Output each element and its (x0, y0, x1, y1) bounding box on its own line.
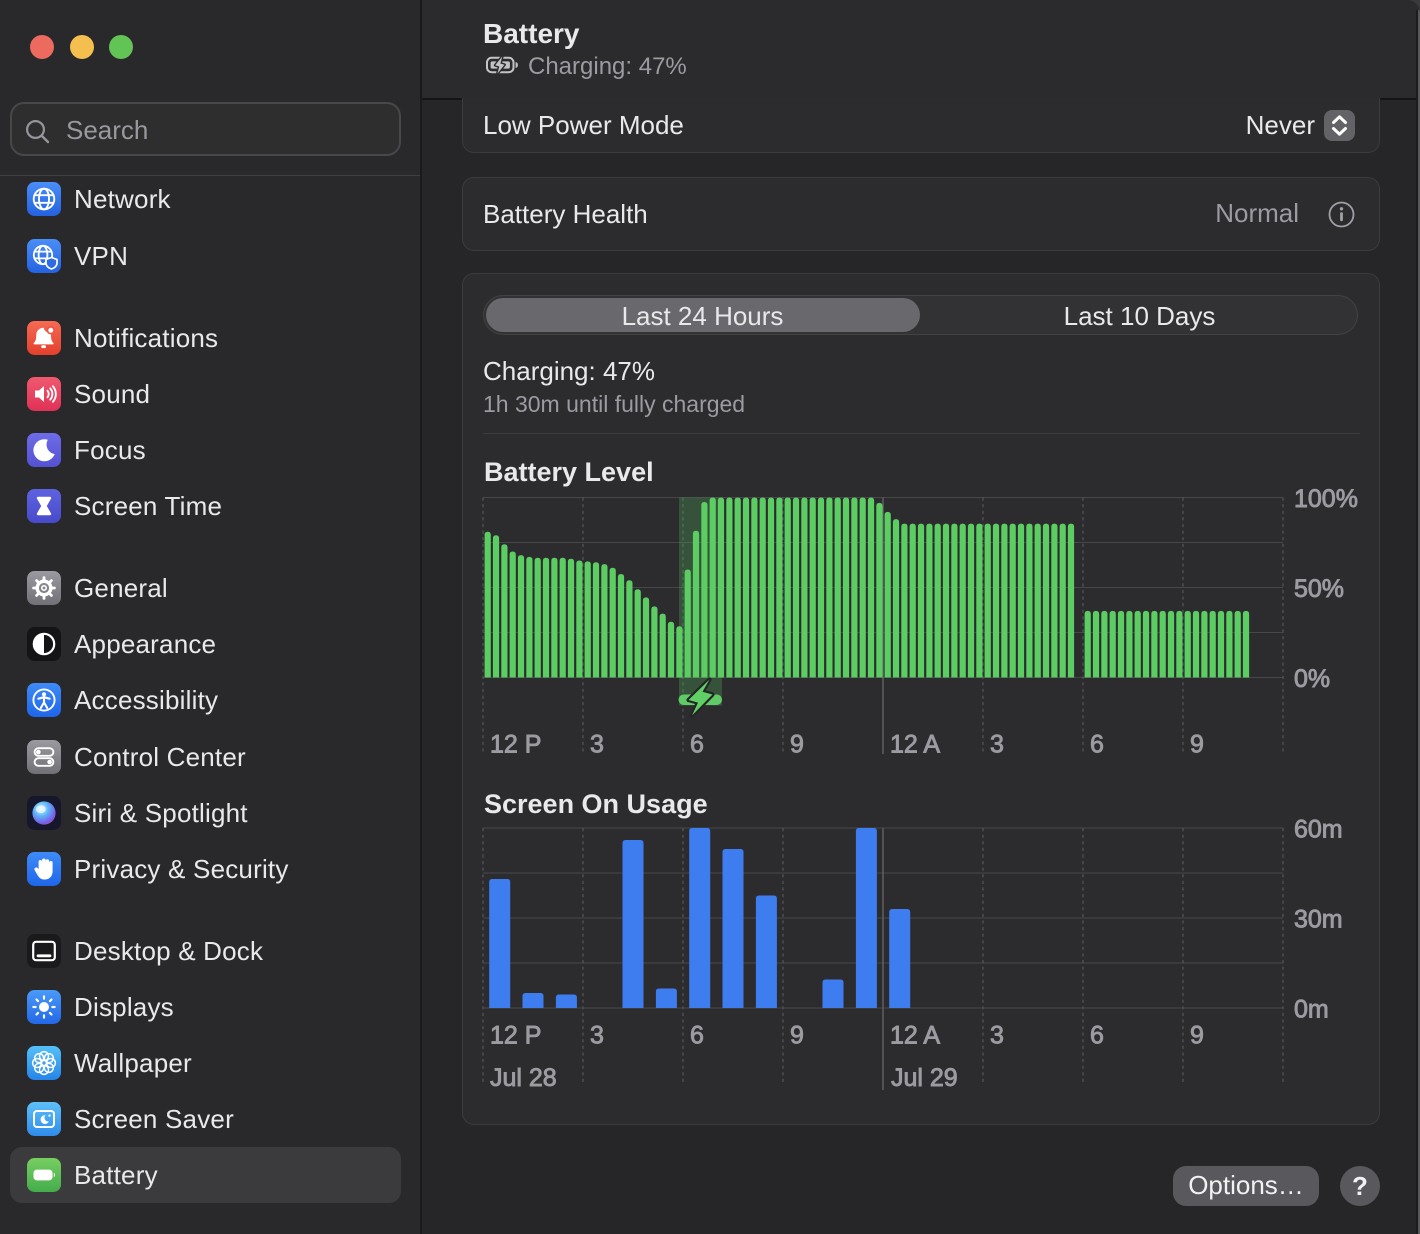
svg-text:100%: 100% (1294, 485, 1358, 513)
svg-text:60m: 60m (1294, 816, 1343, 844)
svg-text:6: 6 (690, 1022, 704, 1050)
svg-text:12 P: 12 P (490, 731, 541, 759)
svg-text:Jul 29: Jul 29 (891, 1064, 958, 1092)
svg-text:Jul 28: Jul 28 (490, 1064, 557, 1092)
svg-text:3: 3 (990, 731, 1004, 759)
svg-text:50%: 50% (1294, 575, 1344, 603)
svg-text:6: 6 (1090, 1022, 1104, 1050)
svg-text:12 A: 12 A (890, 1022, 940, 1050)
svg-text:12 A: 12 A (890, 731, 940, 759)
svg-text:9: 9 (1190, 731, 1204, 759)
svg-text:9: 9 (790, 1022, 804, 1050)
svg-text:3: 3 (990, 1022, 1004, 1050)
svg-text:0%: 0% (1294, 665, 1330, 693)
svg-text:6: 6 (690, 731, 704, 759)
svg-text:0m: 0m (1294, 996, 1329, 1024)
svg-text:6: 6 (1090, 731, 1104, 759)
svg-text:3: 3 (590, 1022, 604, 1050)
svg-text:9: 9 (790, 731, 804, 759)
svg-text:3: 3 (590, 731, 604, 759)
svg-text:12 P: 12 P (490, 1022, 541, 1050)
svg-text:9: 9 (1190, 1022, 1204, 1050)
svg-text:30m: 30m (1294, 906, 1343, 934)
